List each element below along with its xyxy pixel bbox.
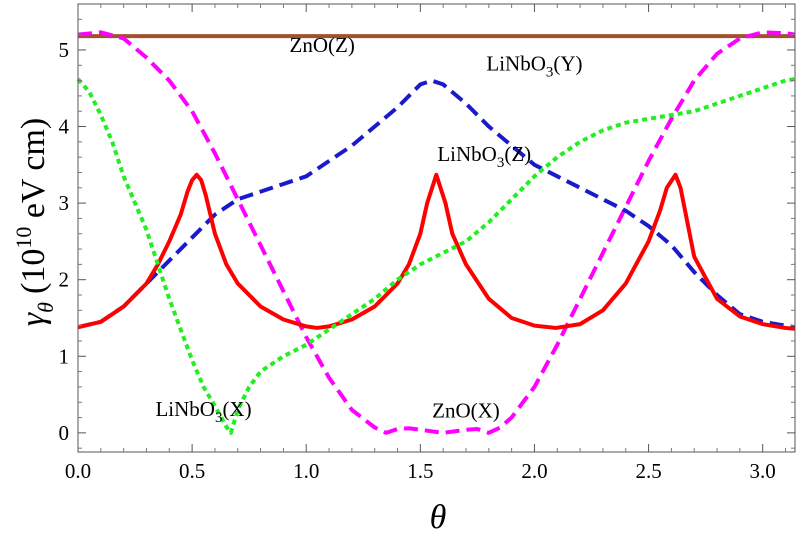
- series-line-linbo3-y: [77, 78, 796, 330]
- x-tick-label: 0.0: [65, 459, 91, 483]
- y-axis-subscript: θ: [33, 302, 58, 313]
- tick-labels-layer: 0.0 0.5 1.0 1.5 2.0 2.5 3.0 0 1 2 3 4 5: [59, 38, 776, 483]
- annotation-linbo3-y: LiNbO3(Y): [486, 52, 582, 81]
- y-tick-label: 3: [59, 191, 70, 215]
- annotation-linbo3-z: LiNbO3(Z): [437, 142, 531, 171]
- annotations-layer: ZnO(Z) LiNbO3(Y) LiNbO3(Z) LiNbO3(X) ZnO(X): [155, 33, 582, 426]
- series-line-linbo3-z: [77, 172, 796, 331]
- annotation-zno-x: ZnO(X): [432, 399, 500, 423]
- y-tick-label: 4: [59, 115, 70, 139]
- y-tick-label: 1: [59, 344, 70, 368]
- x-tick-label: 2.0: [521, 459, 547, 483]
- ticks-layer: [77, 4, 795, 452]
- y-tick-label: 0: [59, 421, 70, 445]
- x-tick-label: 2.5: [635, 459, 661, 483]
- series-line-zno-x: [77, 30, 796, 435]
- x-tick-label: 3.0: [750, 459, 776, 483]
- y-axis-title: γθ (1010 eV cm): [11, 118, 58, 326]
- series-layer: [76, 30, 796, 435]
- plot-frame: [77, 3, 796, 453]
- annotation-zno-z: ZnO(Z): [290, 33, 355, 57]
- y-axis-open: (10: [15, 249, 52, 294]
- y-tick-label: 2: [59, 268, 70, 292]
- y-axis-exponent: 10: [11, 227, 36, 249]
- y-axis-unit: eV cm): [15, 118, 52, 227]
- y-tick-label: 5: [59, 38, 70, 62]
- x-tick-label: 1.0: [293, 459, 319, 483]
- series-line-linbo3-x: [76, 77, 796, 435]
- annotation-linbo3-x: LiNbO3(X): [155, 397, 251, 426]
- x-tick-label: 1.5: [407, 459, 433, 483]
- x-axis-title: θ: [430, 499, 447, 536]
- y-axis-symbol: γ: [15, 311, 52, 326]
- x-tick-label: 0.5: [179, 459, 205, 483]
